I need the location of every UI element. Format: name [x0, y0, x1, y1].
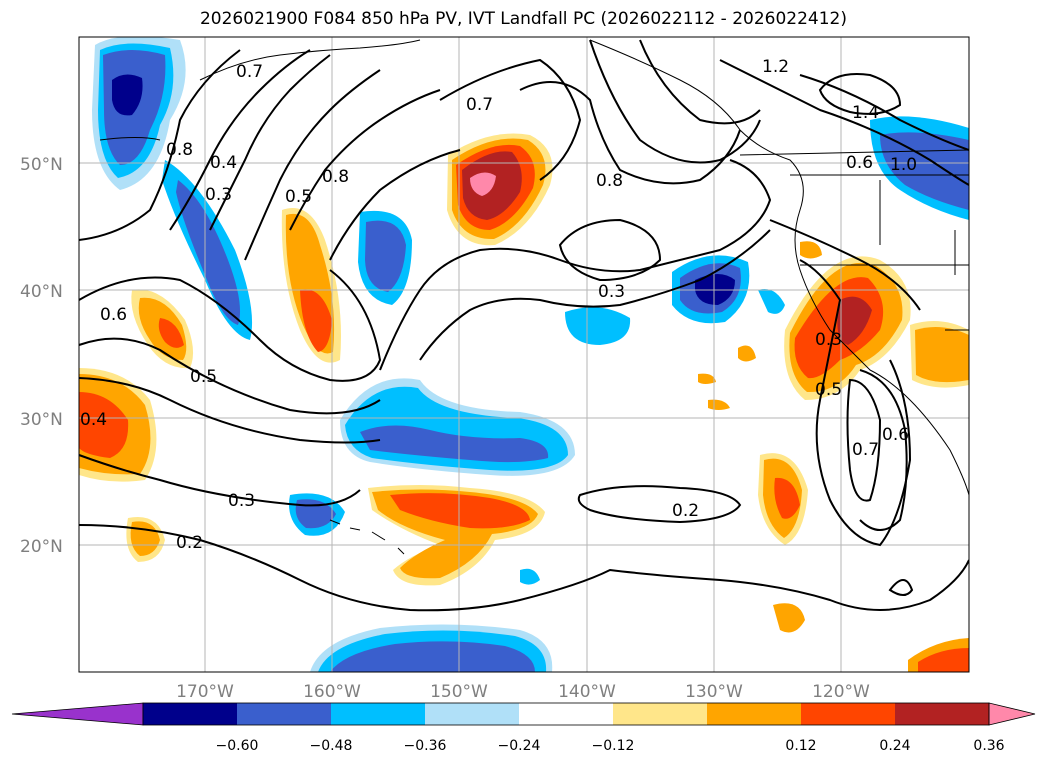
contour-label: 1.4 [852, 103, 879, 123]
colorbar-tick-label: −0.24 [498, 738, 541, 754]
lon-label: 150°W [430, 682, 488, 702]
colorbar-extend-min [11, 702, 144, 726]
colorbar-tick-label: −0.12 [592, 738, 635, 754]
contour-labels: 0.7 0.8 0.4 0.3 0.5 0.8 0.7 1.2 0.8 0.6 … [80, 57, 917, 553]
colorbar-tick-label: 0.36 [973, 738, 1004, 754]
contour-label: 0.6 [100, 305, 127, 325]
contour-label: 0.3 [205, 185, 232, 205]
lat-label: 30°N [20, 410, 63, 430]
contour-label: 0.4 [80, 410, 107, 430]
contour-label: 0.6 [882, 425, 909, 445]
contour-label: 0.7 [236, 62, 263, 82]
lon-label: 130°W [685, 682, 743, 702]
colorbar-bin [425, 703, 520, 725]
colorbar-bin [895, 703, 990, 725]
contour-label: 0.6 [846, 153, 873, 173]
colorbar-extend-max [988, 702, 1036, 726]
colorbar-tick-label: −0.36 [404, 738, 447, 754]
colorbar-bin [237, 703, 332, 725]
gridlines [79, 37, 969, 672]
contour-label: 0.3 [598, 282, 625, 302]
contour-label: 0.5 [190, 367, 217, 387]
lat-label: 50°N [20, 155, 63, 175]
colorbar: −0.60−0.48−0.36−0.24−0.120.120.240.360.4… [11, 702, 1036, 754]
pv-shading [79, 37, 969, 672]
contour-label: 0.4 [210, 153, 237, 173]
lat-label: 40°N [20, 282, 63, 302]
contour-label: 0.7 [852, 440, 879, 460]
colorbar-tick-label: 0.12 [785, 738, 816, 754]
lon-label: 170°W [176, 682, 234, 702]
contour-label: 0.3 [228, 491, 255, 511]
colorbar-bin [519, 703, 614, 725]
colorbar-bin [613, 703, 708, 725]
contour-label: 0.2 [672, 501, 699, 521]
lon-label: 140°W [558, 682, 616, 702]
contour-label: 0.7 [466, 95, 493, 115]
lat-label: 20°N [20, 537, 63, 557]
contour-label: 0.8 [166, 140, 193, 160]
contour-label: 0.5 [285, 187, 312, 207]
colorbar-bin [707, 703, 802, 725]
lon-label: 160°W [303, 682, 361, 702]
coastlines [99, 39, 969, 555]
contour-label: 0.8 [322, 167, 349, 187]
map-title: 2026021900 F084 850 hPa PV, IVT Landfall… [199, 9, 847, 29]
colorbar-tick-label: 0.24 [879, 738, 910, 754]
colorbar-tick-label: −0.60 [216, 738, 259, 754]
colorbar-tick-label: −0.48 [310, 738, 353, 754]
contour-label: 0.5 [815, 380, 842, 400]
latitude-labels: 50°N 40°N 30°N 20°N [20, 155, 63, 557]
colorbar-frame [142, 702, 990, 726]
colorbar-bin [801, 703, 896, 725]
contour-label: 0.3 [815, 330, 842, 350]
lon-label: 120°W [812, 682, 870, 702]
plot-frame [78, 36, 970, 673]
colorbar-bin [143, 703, 238, 725]
contour-label: 1.2 [762, 57, 789, 77]
ivt-contours [79, 39, 969, 612]
longitude-labels: 170°W 160°W 150°W 140°W 130°W 120°W [176, 682, 870, 702]
contour-label: 1.0 [890, 155, 917, 175]
contour-label: 0.8 [596, 171, 623, 191]
colorbar-bin [331, 703, 426, 725]
contour-label: 0.2 [176, 533, 203, 553]
